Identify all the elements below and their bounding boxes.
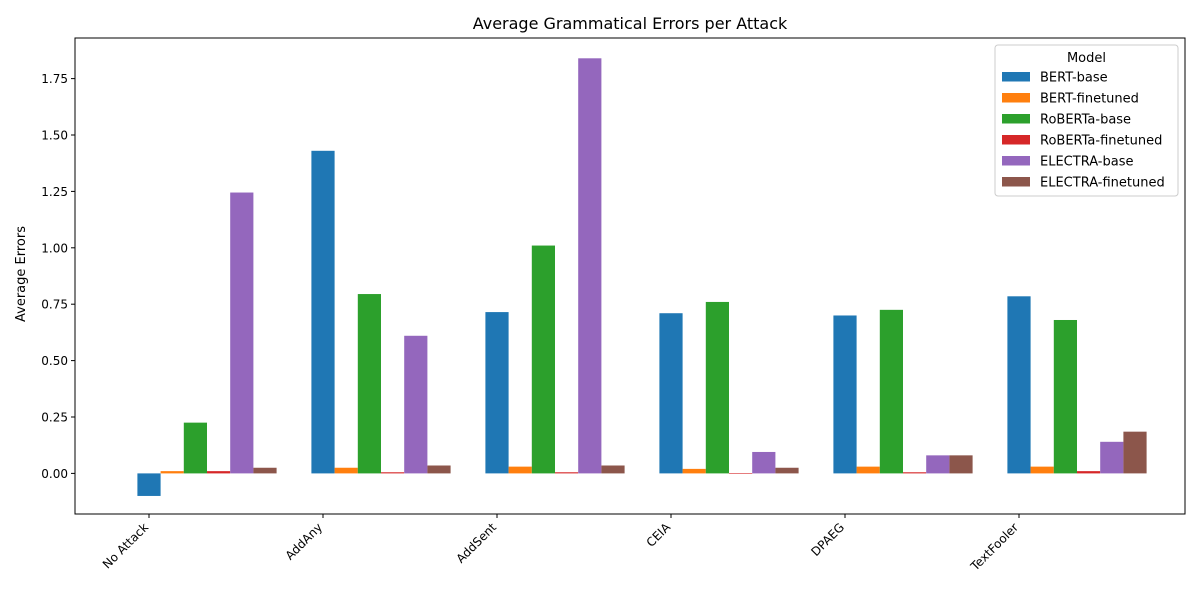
bar-electra-finetuned-no-attack <box>253 467 277 474</box>
y-tick-label: 1.50 <box>41 129 68 143</box>
legend-entry: ELECTRA-base <box>1040 155 1133 170</box>
legend-entry: BERT-finetuned <box>1040 92 1139 107</box>
bar-bert-base-no-attack <box>137 473 161 496</box>
x-tick-label: AddAny <box>283 520 326 563</box>
legend: Model BERT-base BERT-finetuned RoBERTa-base… <box>994 44 1179 197</box>
bar-roberta-base-addsent <box>531 245 555 474</box>
bar-bert-finetuned-ceia <box>682 468 706 474</box>
bar-roberta-finetuned-textfooler <box>1077 471 1101 474</box>
y-tick-label: 0.50 <box>41 354 68 368</box>
x-tick-label: TextFooler <box>967 520 1021 574</box>
legend-entry: RoBERTa-base <box>1040 113 1131 128</box>
bar-electra-base-textfooler <box>1100 441 1124 474</box>
bar-roberta-base-textfooler <box>1053 319 1077 474</box>
y-tick-label: 1.25 <box>41 185 68 199</box>
legend-box <box>994 44 1179 197</box>
bar-bert-finetuned-no-attack <box>160 471 184 474</box>
legend-swatch <box>1002 135 1030 145</box>
bar-roberta-base-no-attack <box>183 422 207 474</box>
chart-title: Average Grammatical Errors per Attack <box>473 14 788 33</box>
y-tick-label: 1.75 <box>41 72 68 86</box>
bar-bert-base-dpaeg <box>833 315 857 474</box>
bar-electra-finetuned-ceia <box>775 467 799 474</box>
bar-bert-base-ceia <box>659 313 683 474</box>
bar-bert-finetuned-addany <box>334 467 358 474</box>
bar-electra-finetuned-addany <box>427 465 451 474</box>
bar-bert-finetuned-textfooler <box>1030 466 1054 474</box>
legend-title: Model <box>1067 51 1106 66</box>
bar-electra-base-addsent <box>578 58 602 474</box>
x-tick-label: CEIA <box>644 520 674 550</box>
x-tick-label: AddSent <box>453 520 499 566</box>
x-axis-ticks: No Attack AddAny AddSent CEIA DPAEG TextFoole… <box>100 514 1021 574</box>
y-axis-ticks: 0.00 0.25 0.50 0.75 1.00 1.25 1.50 1.75 <box>41 72 75 481</box>
legend-entry: BERT-base <box>1040 71 1108 86</box>
bar-roberta-finetuned-ceia <box>729 473 753 474</box>
bar-electra-finetuned-dpaeg <box>949 455 973 474</box>
bar-bert-base-addany <box>311 150 335 474</box>
bar-roberta-finetuned-addany <box>381 472 405 474</box>
bars-group <box>137 58 1147 496</box>
legend-swatch <box>1002 114 1030 124</box>
bar-roberta-finetuned-no-attack <box>207 471 231 474</box>
y-tick-label: 0.00 <box>41 467 68 481</box>
bar-roberta-finetuned-addsent <box>555 472 579 474</box>
bar-electra-base-addany <box>404 335 428 474</box>
bar-electra-base-no-attack <box>230 192 254 474</box>
y-tick-label: 0.75 <box>41 298 68 312</box>
bar-bert-base-textfooler <box>1007 296 1031 474</box>
bar-electra-finetuned-textfooler <box>1123 431 1147 474</box>
legend-swatch <box>1002 93 1030 103</box>
bar-roberta-finetuned-dpaeg <box>903 472 927 474</box>
y-tick-label: 1.00 <box>41 241 68 255</box>
legend-entry: ELECTRA-finetuned <box>1040 176 1165 191</box>
bar-electra-base-ceia <box>752 451 776 474</box>
bar-bert-finetuned-addsent <box>508 466 532 474</box>
legend-entry: RoBERTa-finetuned <box>1040 134 1162 149</box>
bar-bert-base-addsent <box>485 312 509 474</box>
bar-roberta-base-ceia <box>705 301 729 474</box>
legend-swatch <box>1002 72 1030 82</box>
bar-roberta-base-addany <box>357 294 381 474</box>
bar-electra-finetuned-addsent <box>601 465 625 474</box>
x-tick-label: DPAEG <box>808 520 847 559</box>
bar-bert-finetuned-dpaeg <box>856 466 880 474</box>
legend-swatch <box>1002 156 1030 166</box>
bar-electra-base-dpaeg <box>926 455 950 474</box>
y-axis-label: Average Errors <box>14 226 29 322</box>
y-tick-label: 0.25 <box>41 410 68 424</box>
plot-frame <box>74 37 1186 515</box>
x-tick-label: No Attack <box>100 520 151 571</box>
legend-swatch <box>1002 177 1030 187</box>
bar-roberta-base-dpaeg <box>879 309 903 474</box>
